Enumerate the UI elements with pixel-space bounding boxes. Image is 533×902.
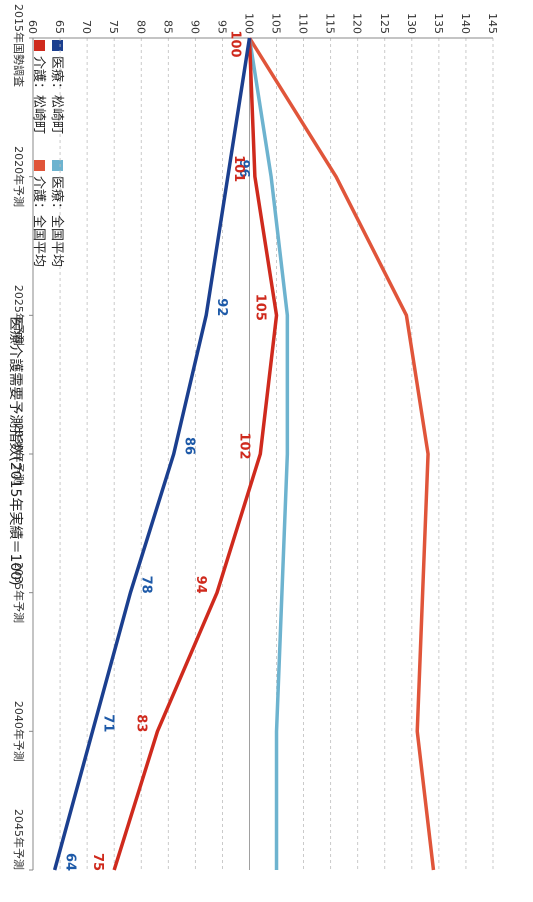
data-label: 71 xyxy=(101,714,116,732)
y-tick-label: 140 xyxy=(459,13,472,34)
y-tick-label: 65 xyxy=(53,20,66,34)
y-tick-label: 130 xyxy=(405,13,418,34)
y-tick-label: 80 xyxy=(134,20,147,34)
x-tick-label: 2030年予測 xyxy=(12,424,26,485)
data-label: 102 xyxy=(236,432,251,459)
y-tick-label: 60 xyxy=(26,20,39,34)
legend-swatch xyxy=(52,160,63,171)
x-tick-label: 2015年国勢調査 xyxy=(12,4,26,87)
data-label: 78 xyxy=(138,576,153,594)
data-label: 92 xyxy=(214,298,229,316)
y-tick-label: 95 xyxy=(215,20,228,34)
x-tick-label: 2025年予測 xyxy=(12,285,26,346)
y-tick-label: 145 xyxy=(486,13,499,34)
y-tick-label: 115 xyxy=(324,13,337,34)
y-tick-label: 135 xyxy=(432,13,445,34)
gridlines xyxy=(32,38,494,870)
y-tick-label: 85 xyxy=(161,20,174,34)
data-label: 83 xyxy=(133,714,148,732)
chart-title: 医療介護需要予測指数(2015年実績＝100) xyxy=(7,316,24,585)
x-tick-label: 2040年予測 xyxy=(12,701,26,762)
data-label: 94 xyxy=(193,576,208,594)
y-tick-label: 120 xyxy=(351,13,364,34)
y-tick-label: 70 xyxy=(80,20,93,34)
x-tick-label: 2020年予測 xyxy=(12,146,26,207)
series-lines xyxy=(52,37,436,871)
series-line xyxy=(247,37,290,870)
y-tick-label: 100 xyxy=(242,13,255,34)
data-label: 96 xyxy=(236,160,251,178)
legend-swatch xyxy=(34,40,45,51)
data-label: 100 xyxy=(227,30,242,57)
y-tick-label: 110 xyxy=(297,13,310,34)
y-tick-label: 125 xyxy=(378,13,391,34)
legend-label: 介護：松崎町 xyxy=(31,56,47,134)
y-tick-label: 105 xyxy=(270,13,283,34)
legend-label: 介護：全国平均 xyxy=(31,176,47,267)
data-labels: 96 92 86 78 71 64 100 101 105 102 94 83 75 xyxy=(63,30,268,871)
series-line xyxy=(247,37,436,871)
data-label: 101 xyxy=(231,155,246,182)
data-label: 105 xyxy=(253,294,268,321)
legend-swatch xyxy=(52,40,63,51)
y-tick-label: 75 xyxy=(107,20,120,34)
x-tick-label: 2035年予測 xyxy=(12,562,26,623)
x-tick-label: 2045年予測 xyxy=(12,809,26,870)
legend-label: 医療：松崎町 xyxy=(49,56,64,134)
data-label: 75 xyxy=(90,853,105,871)
series-line xyxy=(52,37,252,871)
y-axis: 145 140 135 130 125 120 115 110 105 100 95 90 85 80 75… xyxy=(26,13,499,39)
y-tick-label: 90 xyxy=(188,20,201,34)
x-axis: 2015年国勢調査 2020年予測 2025年予測 2030年予測 2035年予測 204… xyxy=(12,4,34,871)
legend-label: 医療：全国平均 xyxy=(49,176,65,267)
series-line xyxy=(112,37,279,871)
data-label: 64 xyxy=(63,853,78,871)
data-label: 86 xyxy=(182,437,197,455)
legend-swatch xyxy=(34,160,45,171)
